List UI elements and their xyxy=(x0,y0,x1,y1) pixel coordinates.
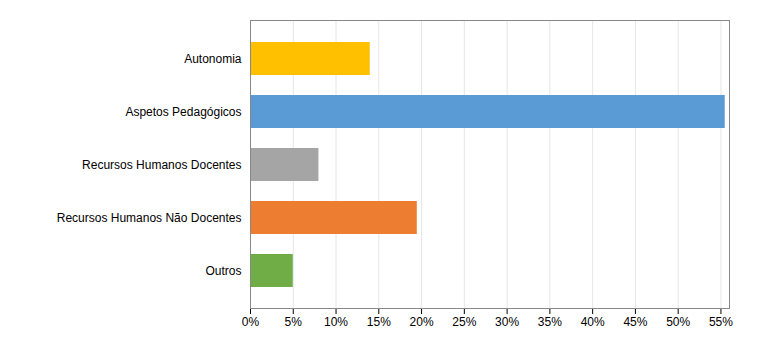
svg-text:Outros: Outros xyxy=(205,264,241,278)
svg-text:Autonomia: Autonomia xyxy=(184,52,242,66)
svg-text:30%: 30% xyxy=(495,315,519,329)
svg-text:0%: 0% xyxy=(242,315,260,329)
svg-text:35%: 35% xyxy=(538,315,562,329)
svg-text:45%: 45% xyxy=(623,315,647,329)
svg-text:25%: 25% xyxy=(452,315,476,329)
svg-text:50%: 50% xyxy=(666,315,690,329)
svg-text:15%: 15% xyxy=(367,315,391,329)
svg-text:20%: 20% xyxy=(410,315,434,329)
svg-text:Aspetos Pedagógicos: Aspetos Pedagógicos xyxy=(125,105,241,119)
svg-text:Recursos Humanos Não Docentes: Recursos Humanos Não Docentes xyxy=(57,211,242,225)
svg-text:10%: 10% xyxy=(324,315,348,329)
svg-text:40%: 40% xyxy=(581,315,605,329)
svg-text:55%: 55% xyxy=(709,315,733,329)
svg-text:Recursos Humanos Docentes: Recursos Humanos Docentes xyxy=(82,158,241,172)
svg-text:5%: 5% xyxy=(285,315,303,329)
